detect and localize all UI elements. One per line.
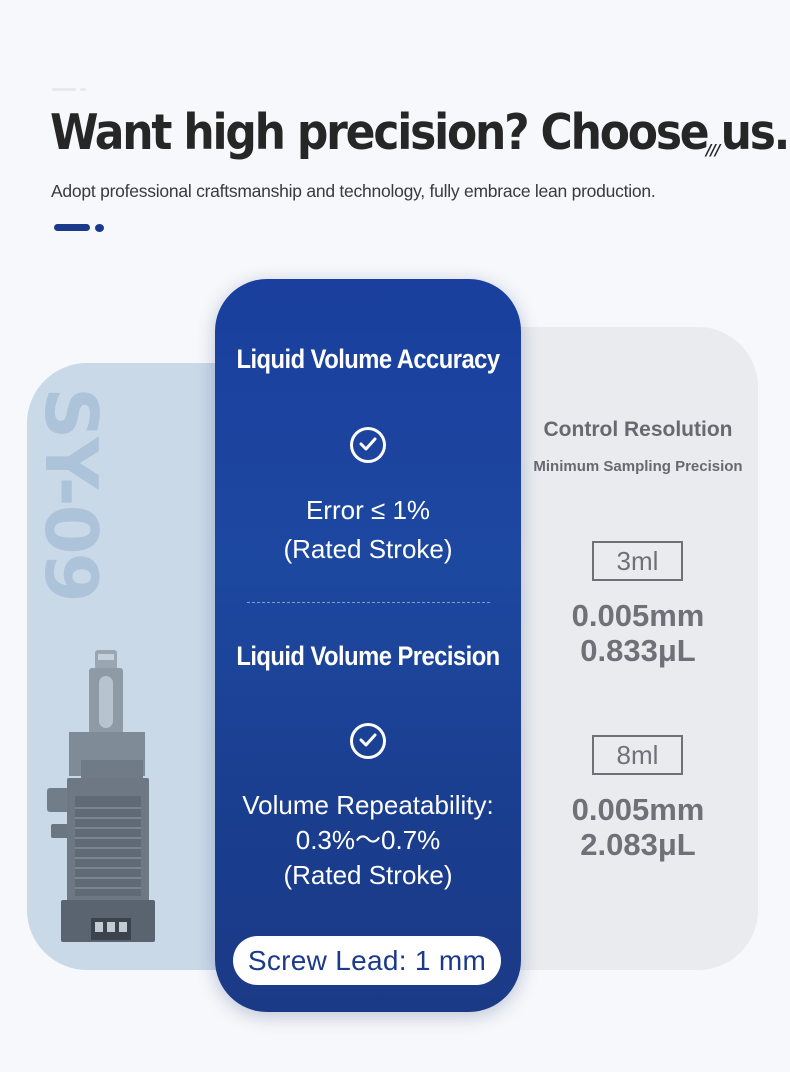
precision-repeatability-label: Volume Repeatability: — [242, 790, 494, 820]
card-divider — [247, 602, 490, 603]
page-title: Want high precision? Choose us. — [50, 104, 790, 162]
syringe-pump-image — [47, 650, 155, 942]
volume-badge-8ml: 8ml — [592, 735, 683, 775]
title-decor-slashes: /// — [706, 141, 720, 159]
volume-badge-3ml: 3ml — [592, 541, 683, 581]
accuracy-error: Error ≤ 1% — [305, 495, 431, 525]
resolution-panel — [490, 327, 758, 970]
precision-card: Liquid Volume Accuracy Error ≤ 1% (Rated… — [215, 279, 521, 1012]
precision-repeatability-value: 0.3%〜0.7% — [295, 825, 441, 855]
precision-title: Liquid Volume Precision — [236, 641, 500, 671]
screw-lead-badge: Screw Lead: 1 mm — [233, 936, 501, 985]
resolution-subtitle: Minimum Sampling Precision — [533, 458, 743, 475]
resolution-title: Control Resolution — [543, 418, 733, 441]
accent-bar — [54, 224, 90, 231]
resolution-distance-3ml: 0.005mm — [571, 598, 705, 633]
accent-dot — [95, 224, 104, 232]
check-circle-icon — [350, 427, 386, 463]
resolution-distance-8ml: 0.005mm — [571, 792, 705, 827]
accuracy-title: Liquid Volume Accuracy — [236, 344, 500, 374]
model-watermark-text: SY-09 — [29, 387, 113, 601]
model-watermark: SY-09 — [29, 379, 113, 609]
page-subtitle: Adopt professional craftsmanship and tec… — [51, 181, 656, 201]
resolution-sample-8ml: 2.083μL — [580, 827, 696, 862]
accuracy-rated-stroke: (Rated Stroke) — [283, 534, 453, 564]
top-decor-dash — [52, 88, 76, 91]
resolution-sample-3ml: 0.833μL — [580, 633, 696, 668]
precision-rated-stroke: (Rated Stroke) — [283, 860, 453, 890]
top-decor-dot — [80, 88, 86, 91]
check-circle-icon — [350, 723, 386, 759]
